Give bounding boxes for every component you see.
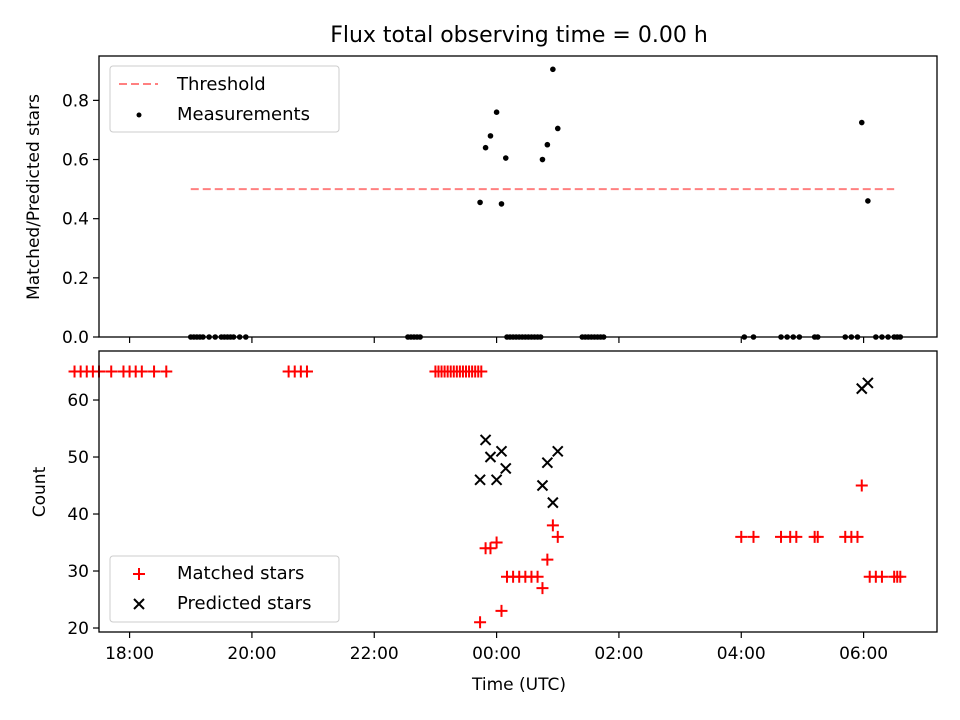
top-y-axis: 0.0 0.2 0.4 0.6 0.8 — [62, 91, 99, 348]
x-tick-label: 00:00 — [472, 644, 521, 664]
bottom-y-axis-label: Count — [30, 466, 50, 517]
matched-star-point — [484, 542, 497, 555]
legend-measurements-swatch — [136, 112, 142, 118]
matched-star-point — [474, 616, 487, 629]
matched-star-point — [551, 530, 564, 543]
measurement-point — [493, 109, 500, 115]
x-axis-label: Time (UTC) — [471, 675, 566, 695]
bottom-plot-area — [68, 365, 907, 629]
matched-star-point — [855, 479, 868, 492]
matched-star-point — [495, 604, 508, 617]
top-x-axis-ticks — [128, 337, 865, 343]
matched-star-point — [811, 530, 824, 543]
top-axes-frame — [98, 55, 938, 338]
bottom-legend: Matched stars Predicted stars — [109, 555, 340, 623]
bottom-x-axis: 18:00 20:00 22:00 00:00 02:00 04:00 06:00 — [105, 632, 888, 664]
x-tick-label: 04:00 — [717, 644, 766, 664]
matched-star-point — [160, 365, 173, 378]
top-y-tick-label: 0.0 — [62, 328, 89, 348]
legend-predicted-swatch — [133, 598, 145, 610]
predicted-star-point — [474, 474, 486, 486]
top-legend-box — [109, 65, 340, 133]
predicted-star-point — [500, 462, 512, 475]
measurement-point — [554, 125, 561, 132]
legend-matched-label: Matched stars — [177, 563, 304, 584]
legend-threshold-label: Threshold — [176, 74, 266, 95]
bottom-y-tick-label: 40 — [67, 505, 89, 525]
bottom-y-tick-label: 20 — [67, 619, 89, 639]
matched-star-point — [148, 365, 161, 378]
matched-star-point — [490, 536, 503, 549]
matched-star-point — [546, 519, 559, 532]
predicted-star-point — [547, 496, 559, 509]
measurement-point — [502, 155, 509, 161]
matched-star-point — [536, 582, 549, 595]
measurement-point — [858, 119, 865, 126]
legend-matched-swatch — [133, 568, 145, 580]
measurement-point — [482, 144, 489, 151]
matched-star-point — [531, 570, 544, 583]
legend-measurements-label: Measurements — [177, 104, 310, 125]
bottom-legend-box — [109, 555, 340, 623]
matched-star-point — [875, 570, 888, 583]
bottom-y-tick-label: 60 — [67, 391, 89, 411]
matched-star-point — [300, 365, 313, 378]
matched-star-point — [747, 530, 760, 543]
x-tick-label: 06:00 — [839, 644, 888, 664]
measurement-point — [487, 133, 494, 139]
matched-star-point — [135, 365, 148, 378]
matched-star-point — [105, 365, 118, 378]
top-y-tick-label: 0.6 — [62, 151, 89, 171]
chart-title: Flux total observing time = 0.00 h — [330, 23, 708, 48]
matched-star-point — [475, 365, 488, 378]
x-tick-label: 22:00 — [350, 644, 399, 664]
predicted-star-point — [536, 479, 549, 492]
predicted-star-point — [552, 445, 564, 458]
predicted-star-point — [862, 377, 874, 389]
x-tick-label: 18:00 — [105, 644, 154, 664]
matched-star-point — [851, 530, 864, 543]
predicted-star-point — [484, 451, 497, 463]
measurement-point — [539, 156, 546, 163]
legend-predicted-label: Predicted stars — [177, 593, 311, 614]
x-tick-label: 20:00 — [227, 644, 276, 664]
predicted-star-point — [541, 457, 554, 469]
x-tick-label: 02:00 — [594, 644, 643, 664]
measurement-point — [498, 201, 505, 207]
bottom-axes-frame — [98, 350, 938, 633]
matched-star-point — [735, 530, 748, 543]
top-legend: Threshold Measurements — [109, 65, 340, 133]
top-y-tick-label: 0.2 — [62, 269, 89, 289]
measurement-point — [550, 66, 556, 73]
bottom-y-tick-label: 50 — [67, 448, 89, 468]
measurement-point — [865, 198, 871, 204]
matched-star-point — [541, 553, 554, 566]
matched-star-point — [790, 530, 803, 543]
measurement-point — [544, 141, 551, 148]
predicted-star-point — [479, 434, 492, 446]
bottom-y-tick-label: 30 — [67, 562, 89, 582]
measurement-point — [477, 199, 483, 206]
predicted-star-point — [490, 474, 503, 486]
matched-star-point — [894, 570, 907, 583]
top-y-tick-label: 0.4 — [62, 210, 89, 230]
bottom-y-axis: 20 30 40 50 60 — [67, 391, 99, 639]
top-y-tick-label: 0.8 — [62, 91, 89, 111]
top-y-axis-label: Matched/Predicted stars — [24, 94, 44, 300]
predicted-star-point — [495, 445, 508, 458]
